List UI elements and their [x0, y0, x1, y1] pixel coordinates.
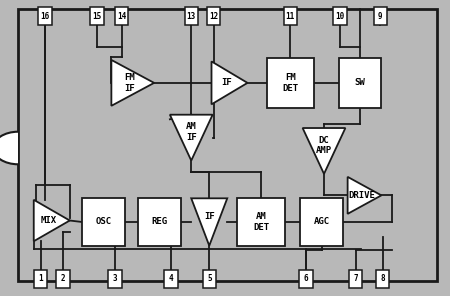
Bar	[333, 7, 346, 25]
Text: AM
IF: AM IF	[186, 123, 197, 142]
Bar	[164, 270, 178, 288]
Text: IF: IF	[221, 78, 232, 87]
Bar	[284, 7, 297, 25]
Text: 2: 2	[61, 274, 65, 283]
Bar	[56, 270, 70, 288]
Text: 1: 1	[38, 274, 43, 283]
Text: 14: 14	[117, 12, 126, 21]
Bar	[202, 270, 216, 288]
Bar	[82, 198, 125, 246]
Text: OSC: OSC	[95, 218, 112, 226]
Text: 10: 10	[335, 12, 344, 21]
Bar	[376, 270, 389, 288]
Bar	[90, 7, 104, 25]
Text: REG: REG	[152, 218, 168, 226]
Text: AGC: AGC	[314, 218, 330, 226]
Polygon shape	[348, 177, 382, 214]
Bar	[338, 58, 382, 108]
Polygon shape	[34, 200, 70, 241]
Polygon shape	[191, 198, 227, 246]
Text: 7: 7	[353, 274, 358, 283]
Wedge shape	[0, 132, 18, 164]
Text: 4: 4	[169, 274, 173, 283]
Bar	[184, 7, 198, 25]
Text: MIX: MIX	[41, 216, 57, 225]
Text: SW: SW	[355, 78, 365, 87]
Text: 12: 12	[209, 12, 218, 21]
Text: 15: 15	[92, 12, 101, 21]
Bar	[38, 7, 52, 25]
Polygon shape	[112, 60, 154, 106]
Text: 8: 8	[380, 274, 385, 283]
Text: 16: 16	[40, 12, 50, 21]
Text: 9: 9	[378, 12, 382, 21]
Bar	[207, 7, 220, 25]
Text: AM
DET: AM DET	[253, 212, 269, 232]
Text: 5: 5	[207, 274, 211, 283]
Bar	[34, 270, 47, 288]
Text: FM
IF: FM IF	[124, 73, 135, 93]
Polygon shape	[302, 128, 346, 174]
Text: 13: 13	[187, 12, 196, 21]
Bar	[238, 198, 284, 246]
Bar	[374, 7, 387, 25]
Text: IF: IF	[204, 212, 215, 221]
Bar	[299, 270, 313, 288]
Bar	[108, 270, 122, 288]
Bar	[349, 270, 362, 288]
Bar	[266, 58, 314, 108]
Polygon shape	[170, 115, 212, 160]
Text: DC
AMP: DC AMP	[316, 136, 332, 155]
Text: 6: 6	[304, 274, 308, 283]
Bar	[139, 198, 181, 246]
Text: FM
DET: FM DET	[282, 73, 298, 93]
Text: 3: 3	[112, 274, 117, 283]
Text: DRIVE: DRIVE	[348, 191, 375, 200]
Bar	[301, 198, 343, 246]
Text: 11: 11	[286, 12, 295, 21]
Polygon shape	[212, 62, 248, 104]
Bar	[115, 7, 128, 25]
